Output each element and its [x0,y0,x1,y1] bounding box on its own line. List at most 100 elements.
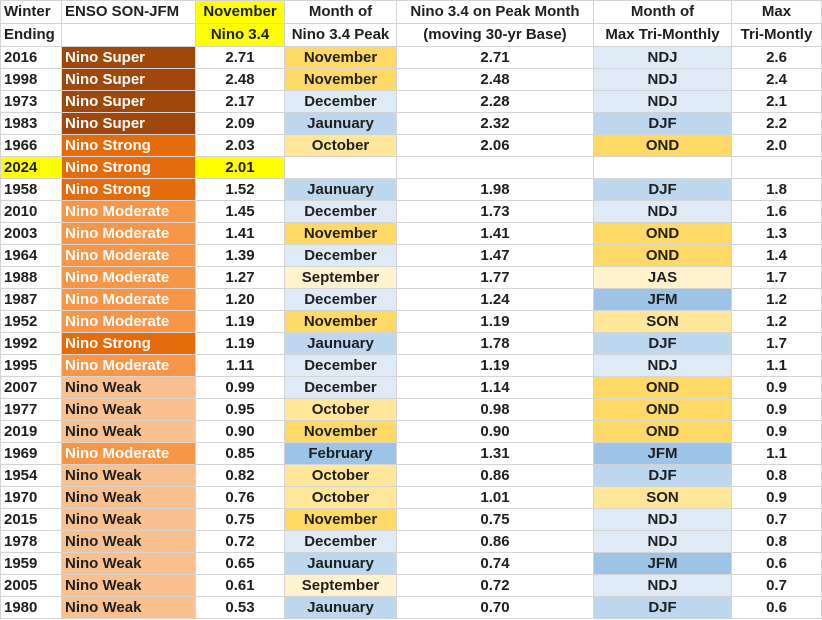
enso-category-cell: Nino Weak [61,508,196,531]
table-row: 1988 Nino Moderate 1.27 September 1.77 JAS 1.7 [0,266,822,289]
tri-month-cell: OND [593,420,732,443]
november-nino-cell: 0.82 [195,464,285,487]
table-row: 2010 Nino Moderate 1.45 December 1.73 NDJ 1.6 [0,200,822,223]
year-cell: 1958 [0,178,62,201]
enso-category-cell: Nino Moderate [61,222,196,245]
peak-month-cell: Jaunuary [284,332,397,355]
peak-value-cell: 0.70 [396,596,594,619]
peak-value-cell: 0.98 [396,398,594,421]
november-nino-cell: 1.52 [195,178,285,201]
peak-month-cell: November [284,420,397,443]
november-nino-cell: 1.20 [195,288,285,311]
november-nino-cell: 0.90 [195,420,285,443]
peak-value-cell: 0.75 [396,508,594,531]
peak-month-cell: October [284,486,397,509]
year-cell: 2019 [0,420,62,443]
col-november-header-2: Nino 3.4 [195,23,285,47]
november-nino-cell: 0.99 [195,376,285,399]
year-cell: 2005 [0,574,62,597]
tri-max-cell: 0.8 [731,464,822,487]
tri-month-cell: DJF [593,464,732,487]
col-enso-header: ENSO SON-JFM [61,0,196,24]
table-row: 1964 Nino Moderate 1.39 December 1.47 OND 1.4 [0,244,822,267]
year-cell: 1992 [0,332,62,355]
november-nino-cell: 0.85 [195,442,285,465]
col-peak-value-header-2: (moving 30-yr Base) [396,23,594,47]
tri-max-cell: 1.6 [731,200,822,223]
table-row: 1992 Nino Strong 1.19 Jaunuary 1.78 DJF 1.7 [0,332,822,355]
peak-month-cell: Jaunuary [284,178,397,201]
year-cell: 2003 [0,222,62,245]
tri-max-cell: 0.6 [731,596,822,619]
tri-max-cell: 1.2 [731,310,822,333]
tri-max-cell: 1.4 [731,244,822,267]
peak-value-cell: 2.28 [396,90,594,113]
col-tri-max-header-2: Tri-Montly [731,23,822,47]
peak-value-cell: 0.72 [396,574,594,597]
enso-category-cell: Nino Weak [61,530,196,553]
tri-max-cell [731,156,822,179]
peak-month-cell: October [284,464,397,487]
november-nino-cell: 0.95 [195,398,285,421]
table-row: 1969 Nino Moderate 0.85 February 1.31 JFM 1.1 [0,442,822,465]
peak-month-cell: November [284,508,397,531]
year-cell: 2024 [0,156,62,179]
peak-month-cell [284,156,397,179]
year-cell: 1964 [0,244,62,267]
peak-month-cell: November [284,222,397,245]
november-nino-cell: 1.11 [195,354,285,377]
year-cell: 1980 [0,596,62,619]
year-cell: 1973 [0,90,62,113]
peak-month-cell: Jaunuary [284,552,397,575]
table-row: 2016 Nino Super 2.71 November 2.71 NDJ 2.6 [0,46,822,69]
year-cell: 1954 [0,464,62,487]
tri-month-cell: OND [593,398,732,421]
peak-month-cell: December [284,244,397,267]
november-nino-cell: 1.27 [195,266,285,289]
table-row: 1952 Nino Moderate 1.19 November 1.19 SON 1.2 [0,310,822,333]
tri-max-cell: 0.6 [731,552,822,575]
tri-month-cell: NDJ [593,68,732,91]
enso-category-cell: Nino Moderate [61,310,196,333]
peak-value-cell: 1.19 [396,354,594,377]
november-nino-cell: 2.48 [195,68,285,91]
november-nino-cell: 0.75 [195,508,285,531]
tri-month-cell: JFM [593,288,732,311]
peak-value-cell: 0.86 [396,530,594,553]
enso-category-cell: Nino Super [61,90,196,113]
tri-max-cell: 0.9 [731,398,822,421]
peak-month-cell: December [284,376,397,399]
col-peak-month-header: Month of [284,0,397,24]
table-row: 1966 Nino Strong 2.03 October 2.06 OND 2.0 [0,134,822,157]
peak-month-cell: November [284,68,397,91]
peak-month-cell: December [284,354,397,377]
peak-value-cell: 0.90 [396,420,594,443]
tri-month-cell: NDJ [593,574,732,597]
november-nino-cell: 2.17 [195,90,285,113]
peak-value-cell: 1.41 [396,222,594,245]
enso-category-cell: Nino Weak [61,398,196,421]
november-nino-cell: 0.65 [195,552,285,575]
november-nino-cell: 2.09 [195,112,285,135]
peak-value-cell: 1.01 [396,486,594,509]
tri-month-cell: OND [593,376,732,399]
table-row: 1995 Nino Moderate 1.11 December 1.19 NDJ 1.1 [0,354,822,377]
table-header: Winter ENSO SON-JFM November Month of Ni… [0,0,822,47]
tri-month-cell: DJF [593,178,732,201]
tri-month-cell: NDJ [593,46,732,69]
peak-value-cell: 2.06 [396,134,594,157]
enso-category-cell: Nino Moderate [61,354,196,377]
table-row: 1980 Nino Weak 0.53 Jaunuary 0.70 DJF 0.6 [0,596,822,619]
peak-month-cell: December [284,200,397,223]
tri-max-cell: 1.7 [731,266,822,289]
tri-max-cell: 1.7 [731,332,822,355]
year-cell: 1970 [0,486,62,509]
peak-value-cell: 2.32 [396,112,594,135]
tri-month-cell: DJF [593,112,732,135]
tri-month-cell: JAS [593,266,732,289]
peak-month-cell: December [284,90,397,113]
tri-month-cell: JFM [593,442,732,465]
tri-max-cell: 2.6 [731,46,822,69]
november-nino-cell: 1.39 [195,244,285,267]
november-nino-cell: 0.76 [195,486,285,509]
